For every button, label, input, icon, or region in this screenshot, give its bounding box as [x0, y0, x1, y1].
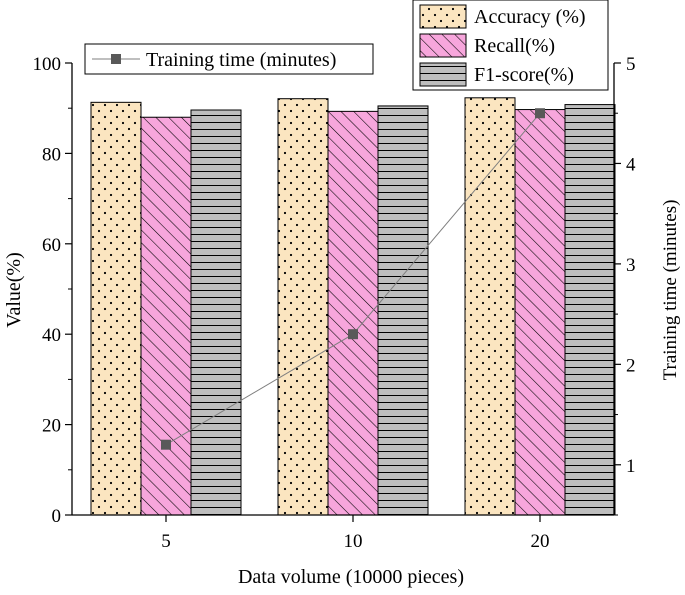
- bar-legend: Accuracy (%) Recall(%) F1-score(%): [412, 0, 609, 91]
- bar-f1-score-10: [377, 105, 429, 516]
- legend-swatch-accuracy: [419, 4, 467, 29]
- legend-label-recall: Recall(%): [474, 35, 555, 57]
- training-time-point-5: [161, 439, 171, 450]
- y-tick-label-40: 40: [42, 325, 61, 346]
- y-tick-label-60: 60: [42, 235, 61, 256]
- legend-swatch-recall: [419, 33, 467, 58]
- legend-marker-training-time: [111, 54, 121, 64]
- bar-recall-5: [140, 116, 192, 516]
- legend-label-f1: F1-score(%): [474, 64, 574, 86]
- legend-swatch-f1: [419, 62, 467, 87]
- legend-label-training-time: Training time (minutes): [146, 49, 336, 71]
- y-tick-label-0: 0: [52, 506, 62, 527]
- line-legend: Training time (minutes): [84, 43, 374, 75]
- bar-f1-score-5: [190, 109, 242, 516]
- bar-recall-10: [327, 110, 379, 516]
- y2-tick-label-4: 4: [626, 154, 636, 175]
- bar-accuracy-10: [277, 98, 329, 516]
- bar-f1-score-20: [564, 104, 616, 516]
- x-tick-label-20: 20: [531, 531, 550, 552]
- legend-label-accuracy: Accuracy (%): [474, 6, 586, 28]
- training-time-point-10: [348, 329, 358, 340]
- y2-tick-label-1: 1: [626, 456, 636, 477]
- x-tick-label-10: 10: [344, 531, 363, 552]
- training-time-point-20: [535, 108, 545, 119]
- x-axis-label: Data volume (10000 pieces): [238, 566, 464, 588]
- x-tick-label-5: 5: [161, 531, 171, 552]
- y-tick-label-80: 80: [42, 144, 61, 165]
- y-tick-label-20: 20: [42, 416, 61, 437]
- y2-tick-label-3: 3: [626, 255, 636, 276]
- bar-recall-20: [514, 109, 566, 516]
- y-axis-label: Value(%): [3, 252, 25, 328]
- y2-axis-label: Training time (minutes): [660, 200, 681, 381]
- bar-accuracy-20: [464, 97, 516, 516]
- y2-tick-label-5: 5: [626, 54, 636, 75]
- bar-accuracy-5: [90, 101, 142, 516]
- y-tick-label-100: 100: [33, 54, 62, 75]
- y2-tick-label-2: 2: [626, 355, 636, 376]
